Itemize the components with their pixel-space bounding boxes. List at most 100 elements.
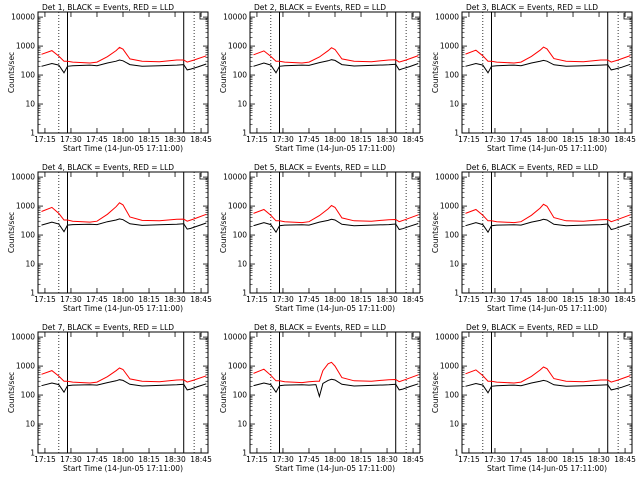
y-tick-label: 1 (30, 449, 35, 458)
x-tick-label: 18:15 (562, 135, 584, 144)
y-tick-label: 1000 (16, 362, 35, 371)
x-tick-label: 17:45 (510, 455, 532, 464)
x-tick-label: 18:30 (376, 135, 398, 144)
x-tick-label: 18:30 (588, 455, 610, 464)
x-tick-label: 18:45 (402, 295, 424, 304)
series-line-lld (253, 361, 419, 384)
x-axis-label: Start Time (14-Jun-05 17:11:00) (487, 464, 607, 473)
y-tick-label: 100 (233, 391, 248, 400)
x-axis-label: Start Time (14-Jun-05 17:11:00) (487, 304, 607, 313)
x-tick-label: 18:00 (112, 295, 134, 304)
x-tick-label: 17:45 (86, 295, 108, 304)
y-axis-label: Counts/sec (431, 52, 440, 93)
y-tick-label: 100 (233, 231, 248, 240)
x-tick-label: 18:30 (588, 135, 610, 144)
y-tick-label: 1 (242, 449, 247, 458)
y-tick-label: 1 (242, 129, 247, 138)
y-tick-label: 100 (445, 231, 460, 240)
series-line-lld (465, 366, 631, 384)
x-tick-label: 18:30 (376, 295, 398, 304)
plot-frame (249, 331, 421, 454)
panel-det-5: Det 5, BLACK = Events, RED = LLD 1 10 100 10… (219, 163, 424, 313)
panel-det-9: Det 9, BLACK = Events, RED = LLD 1 10 100 10… (431, 323, 636, 473)
y-tick-label: 100 (445, 391, 460, 400)
y-tick-label: 10000 (435, 173, 459, 182)
x-tick-label: 17:45 (298, 135, 320, 144)
series-line-lld (465, 46, 631, 64)
x-axis-label: Start Time (14-Jun-05 17:11:00) (275, 304, 395, 313)
y-axis-label: Counts/sec (219, 372, 228, 413)
x-tick-label: 18:45 (402, 135, 424, 144)
x-tick-label: 18:45 (614, 455, 636, 464)
x-tick-label: 18:15 (138, 455, 160, 464)
y-tick-label: 1 (30, 289, 35, 298)
x-tick-label: 17:15 (34, 295, 56, 304)
panel-title: Det 9, BLACK = Events, RED = LLD (466, 323, 598, 332)
x-tick-label: 17:15 (458, 455, 480, 464)
corner-marker (623, 333, 631, 340)
panel-title: Det 3, BLACK = Events, RED = LLD (466, 3, 598, 12)
y-tick-label: 10000 (223, 173, 247, 182)
y-tick-label: 10000 (223, 13, 247, 22)
y-tick-label: 10 (237, 260, 247, 269)
series-line-lld (253, 47, 419, 64)
x-tick-label: 17:30 (272, 135, 294, 144)
series-line-events (253, 218, 419, 234)
x-tick-label: 18:00 (112, 455, 134, 464)
y-tick-label: 10 (449, 420, 459, 429)
x-tick-label: 17:30 (60, 135, 82, 144)
panel-title: Det 8, BLACK = Events, RED = LLD (254, 323, 386, 332)
x-tick-label: 18:30 (164, 295, 186, 304)
x-tick-label: 17:45 (86, 135, 108, 144)
x-tick-label: 18:45 (402, 455, 424, 464)
x-axis-label: Start Time (14-Jun-05 17:11:00) (275, 464, 395, 473)
x-tick-label: 18:45 (614, 295, 636, 304)
y-tick-label: 1000 (16, 202, 35, 211)
corner-marker (623, 13, 631, 20)
x-tick-label: 17:15 (458, 295, 480, 304)
plot-frame (461, 171, 633, 294)
x-tick-label: 17:30 (272, 455, 294, 464)
y-tick-label: 100 (21, 71, 36, 80)
x-tick-label: 18:00 (536, 455, 558, 464)
x-tick-label: 18:15 (350, 295, 372, 304)
plot-frame (37, 331, 209, 454)
y-tick-label: 10 (237, 100, 247, 109)
x-axis-label: Start Time (14-Jun-05 17:11:00) (487, 144, 607, 153)
plot-frame (37, 171, 209, 294)
corner-marker (199, 333, 207, 340)
x-tick-label: 17:45 (510, 295, 532, 304)
y-tick-label: 10 (25, 260, 35, 269)
x-tick-label: 18:15 (350, 455, 372, 464)
y-tick-label: 10000 (435, 13, 459, 22)
y-axis-label: Counts/sec (219, 212, 228, 253)
plot-frame (249, 171, 421, 294)
x-tick-label: 18:45 (190, 295, 212, 304)
x-tick-label: 17:15 (246, 295, 268, 304)
x-tick-label: 17:30 (60, 455, 82, 464)
x-tick-label: 17:15 (34, 135, 56, 144)
corner-marker (199, 173, 207, 180)
corner-marker (411, 13, 419, 20)
y-tick-label: 10000 (11, 333, 35, 342)
x-axis-label: Start Time (14-Jun-05 17:11:00) (63, 144, 183, 153)
x-axis-label: Start Time (14-Jun-05 17:11:00) (63, 304, 183, 313)
y-tick-label: 10 (449, 100, 459, 109)
corner-marker (411, 333, 419, 340)
x-axis-label: Start Time (14-Jun-05 17:11:00) (63, 464, 183, 473)
x-tick-label: 17:15 (34, 455, 56, 464)
series-line-events (41, 59, 207, 74)
y-tick-label: 1000 (228, 42, 247, 51)
y-tick-label: 1000 (440, 202, 459, 211)
series-line-events (465, 59, 631, 74)
y-tick-label: 10000 (435, 333, 459, 342)
y-tick-label: 1 (30, 129, 35, 138)
x-tick-label: 18:15 (562, 295, 584, 304)
x-tick-label: 18:00 (536, 135, 558, 144)
y-tick-label: 1000 (16, 42, 35, 51)
panel-det-6: Det 6, BLACK = Events, RED = LLD 1 10 100 10… (431, 163, 636, 313)
x-tick-label: 18:30 (164, 135, 186, 144)
x-tick-label: 18:30 (164, 455, 186, 464)
x-tick-label: 18:15 (138, 135, 160, 144)
x-tick-label: 17:45 (86, 455, 108, 464)
